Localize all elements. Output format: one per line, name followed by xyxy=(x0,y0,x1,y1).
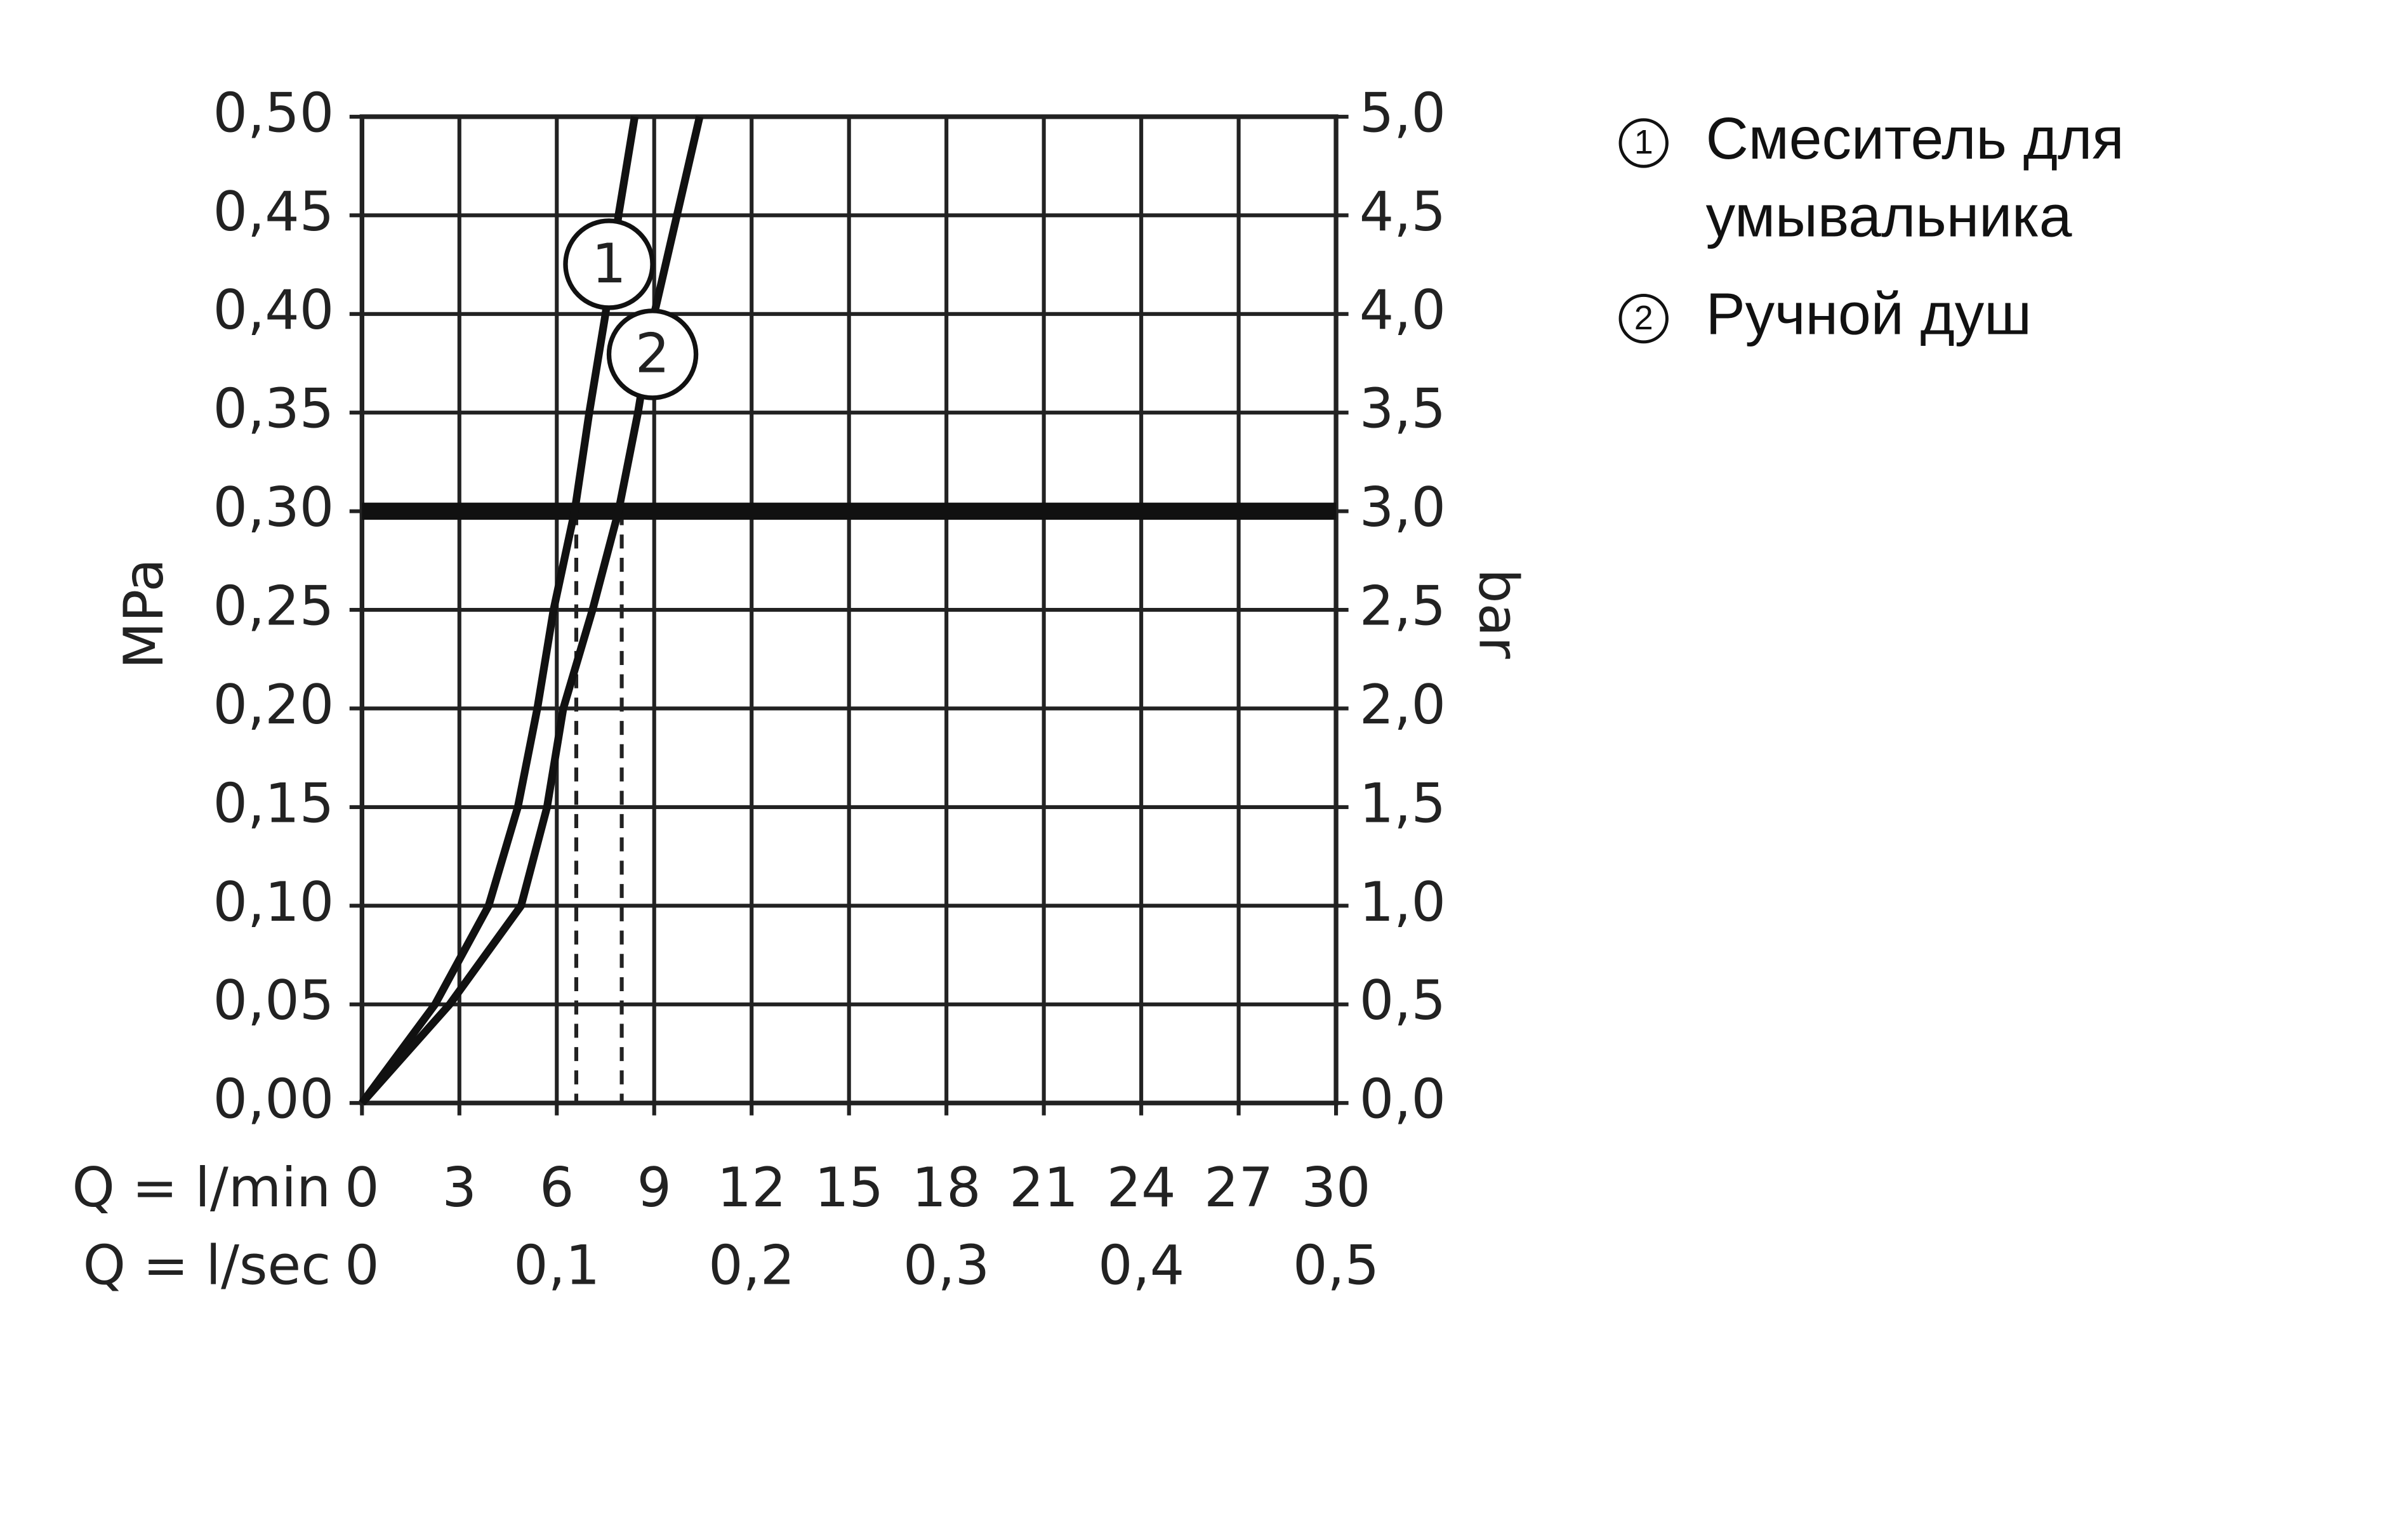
y2-tick-label: 0,5 xyxy=(1359,969,1446,1032)
x2-tick-label: 0,1 xyxy=(513,1234,600,1298)
plot-frame xyxy=(359,114,1339,1105)
legend-item: Смеситель для умывальника xyxy=(1705,107,2124,251)
y2-tick-label: 2,0 xyxy=(1359,673,1446,737)
y-tick-label: 0,50 xyxy=(213,81,334,145)
legend-marker xyxy=(1618,293,1669,344)
y-tick-label: 0,45 xyxy=(213,180,334,244)
legend-item: Ручной душ xyxy=(1705,282,2032,348)
y2-tick-label: 1,0 xyxy=(1359,871,1446,934)
series-line xyxy=(359,115,704,1106)
x-tick-label: 30 xyxy=(1302,1156,1371,1220)
x2-axis-label: Q = l/sec xyxy=(83,1234,331,1298)
y-axis-label: MPa xyxy=(112,558,176,669)
y-tick-label: 0,00 xyxy=(213,1068,334,1131)
y2-tick-label: 3,0 xyxy=(1359,476,1446,539)
x2-tick-label: 0,2 xyxy=(708,1234,795,1298)
y2-tick-label: 5,0 xyxy=(1359,81,1446,145)
x-tick-label: 15 xyxy=(814,1156,883,1220)
x-tick-label: 18 xyxy=(912,1156,981,1220)
x2-tick-label: 0,3 xyxy=(903,1234,989,1298)
y2-tick-label: 0,0 xyxy=(1359,1068,1446,1131)
x2-tick-label: 0 xyxy=(345,1234,380,1298)
y-tick-label: 0,25 xyxy=(213,574,334,638)
x-tick-label: 9 xyxy=(637,1156,671,1220)
legend-marker-label: 1 xyxy=(1634,123,1653,161)
y-tick-label: 0,35 xyxy=(213,378,334,441)
x-tick-label: 12 xyxy=(717,1156,786,1220)
y-tick-label: 0,20 xyxy=(213,673,334,737)
legend-marker xyxy=(1618,118,1669,168)
x2-tick-label: 0,4 xyxy=(1098,1234,1184,1298)
x-tick-label: 6 xyxy=(539,1156,574,1220)
curve-tag: 1 xyxy=(592,232,626,296)
y-tick-label: 0,10 xyxy=(213,871,334,934)
y-tick-label: 0,30 xyxy=(213,476,334,539)
y-tick-label: 0,15 xyxy=(213,772,334,835)
x-tick-label: 0 xyxy=(345,1156,380,1220)
x-tick-label: 27 xyxy=(1204,1156,1273,1220)
legend-label: Смеситель для умывальника xyxy=(1705,107,2124,251)
curve-tag-circle xyxy=(606,308,699,400)
y-tick-label: 0,05 xyxy=(213,969,334,1032)
curve-tag: 2 xyxy=(635,322,670,386)
y2-tick-label: 3,5 xyxy=(1359,378,1446,441)
legend-marker-label: 2 xyxy=(1634,299,1653,337)
curve-tag-circle xyxy=(563,218,655,310)
y2-axis-label: bar xyxy=(1466,569,1530,659)
x-tick-label: 21 xyxy=(1009,1156,1078,1220)
x-tick-label: 24 xyxy=(1107,1156,1176,1220)
y2-tick-label: 1,5 xyxy=(1359,772,1446,835)
y2-tick-label: 4,0 xyxy=(1359,279,1446,342)
x-axis-label: Q = l/min xyxy=(72,1156,331,1220)
x2-tick-label: 0,5 xyxy=(1293,1234,1379,1298)
legend-label: Ручной душ xyxy=(1705,282,2032,348)
y-tick-label: 0,40 xyxy=(213,279,334,342)
y2-tick-label: 2,5 xyxy=(1359,574,1446,638)
x-tick-label: 3 xyxy=(442,1156,477,1220)
y2-tick-label: 4,5 xyxy=(1359,180,1446,244)
